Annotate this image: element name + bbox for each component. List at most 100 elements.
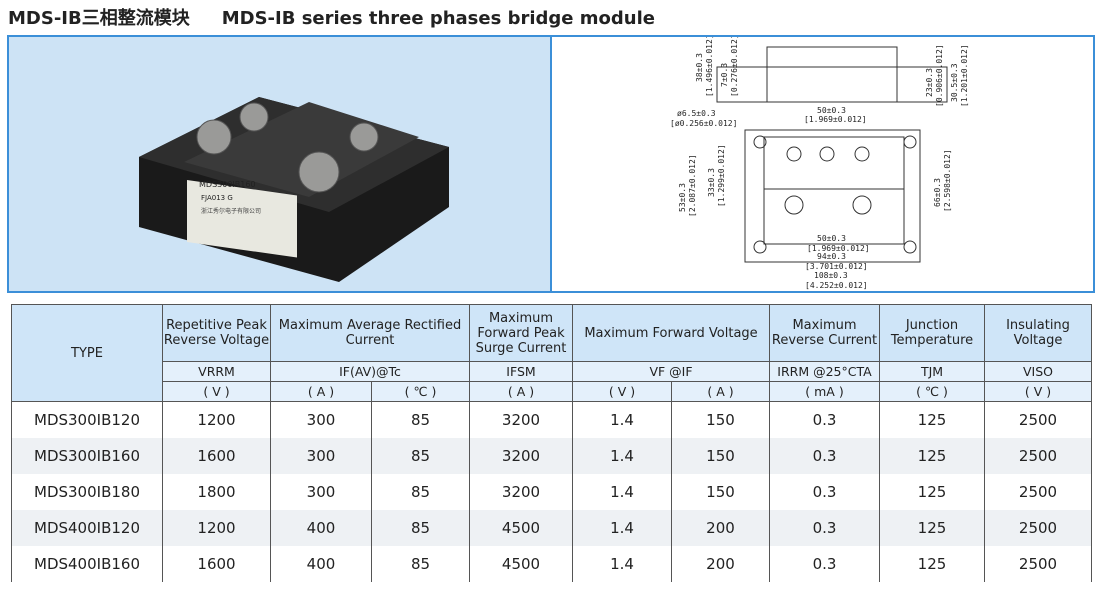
- type-cell: MDS300IB180: [11, 474, 163, 510]
- svg-text:[1.299±0.012]: [1.299±0.012]: [717, 144, 726, 207]
- value-cell: 1600: [162, 438, 271, 474]
- value-cell: 300: [270, 474, 372, 510]
- svg-text:[1.496±0.012]: [1.496±0.012]: [705, 37, 714, 97]
- value-cell: 400: [270, 546, 372, 582]
- th-viso: Insulating Voltage: [984, 304, 1092, 362]
- value-cell: 0.3: [769, 474, 880, 510]
- value-cell: 1.4: [572, 438, 672, 474]
- svg-text:ø6.5±0.3: ø6.5±0.3: [677, 109, 716, 118]
- unit-cell: ( A ): [671, 381, 770, 402]
- value-cell: 125: [879, 438, 985, 474]
- table-row: MDS300IB120 1200 300 85 3200 1.4 150 0.3 125 2500: [11, 401, 1092, 438]
- value-cell: 125: [879, 546, 985, 582]
- svg-text:66±0.3: 66±0.3: [933, 178, 942, 207]
- sym-vf: VF @IF: [572, 361, 770, 382]
- svg-text:53±0.3: 53±0.3: [678, 183, 687, 212]
- sym-ifav: IF(AV)@Tc: [270, 361, 470, 382]
- table-row: MDS300IB180 1800 300 85 3200 1.4 150 0.3 125 2500: [11, 474, 1092, 510]
- unit-cell: ( ℃ ): [371, 381, 470, 402]
- value-cell: 2500: [984, 401, 1092, 438]
- value-cell: 85: [371, 546, 470, 582]
- svg-text:[4.252±0.012]: [4.252±0.012]: [805, 281, 868, 290]
- svg-text:浙江秀尔电子有限公司: 浙江秀尔电子有限公司: [201, 207, 261, 215]
- svg-text:94±0.3: 94±0.3: [817, 252, 846, 261]
- product-panel: MDS300IB160 FJA013 G 浙江秀尔电子有限公司 38±0.3 […: [7, 35, 1095, 293]
- page-title: MDS-IB三相整流模块 MDS-IB series three phases b…: [8, 4, 655, 30]
- svg-text:50±0.3: 50±0.3: [817, 106, 846, 115]
- product-photo: MDS300IB160 FJA013 G 浙江秀尔电子有限公司: [9, 37, 552, 291]
- value-cell: 150: [671, 474, 770, 510]
- dimension-drawing: 38±0.3 [1.496±0.012] 7±0.3 [0.276±0.012]…: [552, 37, 1093, 291]
- value-cell: 125: [879, 401, 985, 438]
- th-vf: Maximum Forward Voltage: [572, 304, 770, 362]
- th-irrm: Maximum Reverse Current: [769, 304, 880, 362]
- unit-cell: ( V ): [984, 381, 1092, 402]
- value-cell: 300: [270, 438, 372, 474]
- unit-cell: ( V ): [572, 381, 672, 402]
- type-cell: MDS400IB120: [11, 510, 163, 546]
- value-cell: 1.4: [572, 401, 672, 438]
- drawing-svg: 38±0.3 [1.496±0.012] 7±0.3 [0.276±0.012]…: [670, 37, 969, 290]
- value-cell: 0.3: [769, 546, 880, 582]
- sym-vrrm: VRRM: [162, 361, 271, 382]
- value-cell: 4500: [469, 510, 573, 546]
- value-cell: 125: [879, 474, 985, 510]
- type-cell: MDS400IB160: [11, 546, 163, 582]
- svg-text:[1.969±0.012]: [1.969±0.012]: [804, 115, 867, 124]
- value-cell: 85: [371, 474, 470, 510]
- svg-text:[1.201±0.012]: [1.201±0.012]: [960, 44, 969, 107]
- value-cell: 3200: [469, 438, 573, 474]
- th-vrrm: Repetitive Peak Reverse Voltage: [162, 304, 271, 362]
- value-cell: 0.3: [769, 510, 880, 546]
- value-cell: 2500: [984, 474, 1092, 510]
- value-cell: 0.3: [769, 438, 880, 474]
- svg-text:[ø0.256±0.012]: [ø0.256±0.012]: [670, 119, 737, 128]
- unit-cell: ( mA ): [769, 381, 880, 402]
- value-cell: 1200: [162, 401, 271, 438]
- value-cell: 1.4: [572, 546, 672, 582]
- unit-cell: ( ℃ ): [879, 381, 985, 402]
- title-en: MDS-IB series three phases bridge module: [221, 8, 655, 29]
- svg-text:[0.276±0.012]: [0.276±0.012]: [730, 37, 739, 97]
- value-cell: 300: [270, 401, 372, 438]
- value-cell: 3200: [469, 401, 573, 438]
- sym-viso: VISO: [984, 361, 1092, 382]
- svg-text:33±0.3: 33±0.3: [707, 168, 716, 197]
- svg-text:[3.701±0.012]: [3.701±0.012]: [805, 262, 868, 271]
- table-row: MDS300IB160 1600 300 85 3200 1.4 150 0.3 125 2500: [11, 438, 1092, 474]
- svg-text:[2.598±0.012]: [2.598±0.012]: [943, 149, 952, 212]
- value-cell: 3200: [469, 474, 573, 510]
- th-type: TYPE: [11, 304, 163, 402]
- svg-text:23±0.3: 23±0.3: [925, 68, 934, 97]
- value-cell: 1200: [162, 510, 271, 546]
- module-image: MDS300IB160 FJA013 G 浙江秀尔电子有限公司: [139, 97, 449, 282]
- spec-table: TYPE Repetitive Peak Reverse Voltage Max…: [11, 304, 1092, 582]
- sym-ifsm: IFSM: [469, 361, 573, 382]
- th-ifav: Maximum Average Rectified Current: [270, 304, 470, 362]
- svg-text:[0.906±0.012]: [0.906±0.012]: [935, 44, 944, 107]
- svg-text:[2.087±0.012]: [2.087±0.012]: [688, 154, 697, 217]
- value-cell: 2500: [984, 438, 1092, 474]
- svg-text:MDS300IB160: MDS300IB160: [199, 180, 256, 189]
- value-cell: 4500: [469, 546, 573, 582]
- sym-tjm: TJM: [879, 361, 985, 382]
- value-cell: 150: [671, 401, 770, 438]
- value-cell: 2500: [984, 546, 1092, 582]
- svg-text:7±0.3: 7±0.3: [720, 63, 729, 87]
- unit-cell: ( A ): [469, 381, 573, 402]
- table-row: MDS400IB160 1600 400 85 4500 1.4 200 0.3 125 2500: [11, 546, 1092, 582]
- title-cn: MDS-IB三相整流模块: [8, 8, 190, 29]
- value-cell: 150: [671, 438, 770, 474]
- table-row: MDS400IB120 1200 400 85 4500 1.4 200 0.3 125 2500: [11, 510, 1092, 546]
- type-cell: MDS300IB160: [11, 438, 163, 474]
- unit-cell: ( V ): [162, 381, 271, 402]
- value-cell: 200: [671, 510, 770, 546]
- th-tjm: Junction Temperature: [879, 304, 985, 362]
- value-cell: 1800: [162, 474, 271, 510]
- unit-cell: ( A ): [270, 381, 372, 402]
- th-ifsm: Maximum Forward Peak Surge Current: [469, 304, 573, 362]
- value-cell: 1.4: [572, 510, 672, 546]
- svg-text:30.5±0.3: 30.5±0.3: [950, 63, 959, 102]
- value-cell: 125: [879, 510, 985, 546]
- svg-text:FJA013 G: FJA013 G: [201, 194, 233, 202]
